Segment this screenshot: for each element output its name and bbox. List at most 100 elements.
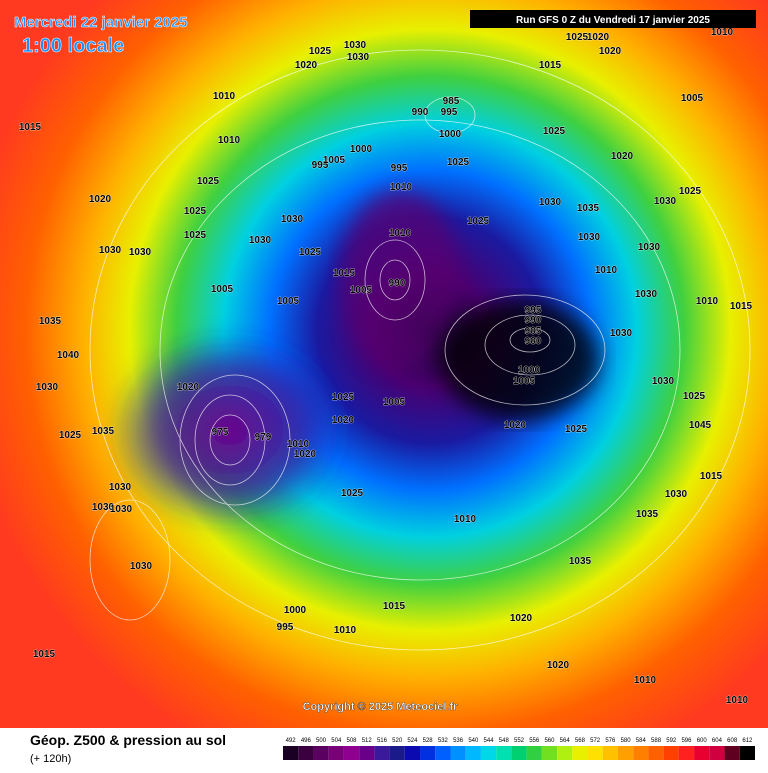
pressure-label: 1030 [92, 502, 115, 513]
pressure-label: 1025 [184, 230, 207, 241]
pressure-label: 1025 [197, 176, 220, 187]
legend-label: 516 [377, 738, 388, 744]
pressure-label: 1025 [59, 430, 82, 441]
pressure-label: 1035 [92, 426, 115, 437]
legend-label: 572 [590, 738, 601, 744]
legend-swatch [435, 746, 451, 760]
pressure-label: 1020 [295, 60, 318, 71]
copyright: Copyright © 2025 Meteociel.fr [303, 701, 459, 713]
pressure-label: 1030 [539, 197, 562, 208]
pressure-label: 1030 [110, 504, 133, 515]
color-legend: 492 496 500 504 508 512 516 520 524 528 532 536 540 5… [283, 738, 755, 760]
pressure-label: 1030 [347, 52, 370, 63]
legend-label: 560 [544, 738, 555, 744]
pressure-label: 1020 [510, 613, 533, 624]
legend-label: 492 [286, 738, 297, 744]
pressure-label: 1015 [19, 122, 42, 133]
pressure-label: 979 [255, 432, 272, 443]
pressure-label: 1030 [654, 196, 677, 207]
pressure-label: 1020 [504, 420, 527, 431]
pressure-label: 1010 [726, 695, 749, 706]
low-pressure-area [340, 190, 460, 370]
pressure-label: 1045 [689, 420, 712, 431]
legend-label: 544 [484, 738, 495, 744]
legend-swatch [526, 746, 542, 760]
forecast-date: Mercredi 22 janvier 2025 [14, 14, 187, 31]
run-banner [470, 10, 756, 28]
pressure-label: 1005 [211, 284, 234, 295]
legend-swatch [557, 746, 573, 760]
pressure-label: 1030 [249, 235, 272, 246]
legend-swatch [298, 746, 314, 760]
legend-label: 532 [438, 738, 449, 744]
legend-swatch [739, 746, 755, 760]
pressure-label: 1025 [447, 157, 470, 168]
pressure-label: 1020 [332, 415, 355, 426]
pressure-label: 1010 [218, 135, 241, 146]
pressure-label: 990 [412, 107, 429, 118]
pressure-label: 1020 [611, 151, 634, 162]
pressure-label: 1010 [213, 91, 236, 102]
pressure-label: 1015 [333, 268, 356, 279]
legend-label: 508 [347, 738, 358, 744]
pressure-label: 1025 [184, 206, 207, 217]
legend-swatch [587, 746, 603, 760]
pressure-label: 1025 [679, 186, 702, 197]
pressure-label: 1015 [33, 649, 56, 660]
legend-swatch [404, 746, 421, 760]
pressure-label: 1030 [652, 376, 675, 387]
legend-label: 588 [651, 738, 662, 744]
pressure-label: 1030 [638, 242, 661, 253]
legend-label: 524 [407, 738, 418, 744]
legend-label: 548 [499, 738, 510, 744]
legend-swatch [724, 746, 740, 760]
pressure-label: 1040 [57, 350, 80, 361]
pressure-label: 985 [525, 326, 542, 337]
pressure-label: 1030 [281, 214, 304, 225]
pressure-label: 1010 [696, 296, 719, 307]
run-info: Run GFS 0 Z du Vendredi 17 janvier 2025 [516, 15, 710, 26]
legend-label: 496 [301, 738, 312, 744]
pressure-label: 1025 [566, 32, 589, 43]
legend-label: 592 [666, 738, 677, 744]
forecast-lead: (+ 120h) [30, 753, 71, 765]
pressure-label: 1000 [518, 365, 541, 376]
pressure-label: 985 [443, 96, 460, 107]
legend-label: 504 [331, 738, 342, 744]
pressure-label: 1020 [599, 46, 622, 57]
pressure-label: 995 [277, 622, 294, 633]
pressure-label: 1005 [513, 376, 536, 387]
pressure-label: 1030 [130, 561, 153, 572]
legend-swatch [283, 746, 299, 760]
legend-label: 540 [468, 738, 479, 744]
pressure-label: 1005 [383, 397, 406, 408]
legend-swatch [617, 746, 634, 760]
pressure-label: 1000 [439, 129, 462, 140]
legend-swatch [602, 746, 618, 760]
legend-label: 576 [605, 738, 616, 744]
pressure-label: 1010 [711, 27, 734, 38]
legend-swatch [480, 746, 497, 760]
pressure-label: 1025 [299, 247, 322, 258]
pressure-label: 1030 [109, 482, 132, 493]
pressure-label: 1005 [350, 285, 373, 296]
pressure-label: 1030 [36, 382, 59, 393]
pressure-label: 1010 [389, 228, 412, 239]
pressure-label: 1005 [323, 155, 346, 166]
pressure-label: 1020 [177, 382, 200, 393]
pressure-label: 1030 [129, 247, 152, 258]
pressure-label: 995 [525, 305, 542, 316]
legend-label: 512 [362, 738, 373, 744]
legend-label: 612 [742, 738, 753, 744]
pressure-label: 1010 [334, 625, 357, 636]
legend-label: 564 [560, 738, 571, 744]
pressure-label: 1025 [683, 391, 706, 402]
pressure-label: 1035 [39, 316, 62, 327]
pressure-label: 1015 [700, 471, 723, 482]
pressure-label: 1015 [383, 601, 406, 612]
pressure-label: 1025 [543, 126, 566, 137]
legend-swatch [359, 746, 375, 760]
pressure-label: 995 [441, 107, 458, 118]
legend-swatch [648, 746, 664, 760]
